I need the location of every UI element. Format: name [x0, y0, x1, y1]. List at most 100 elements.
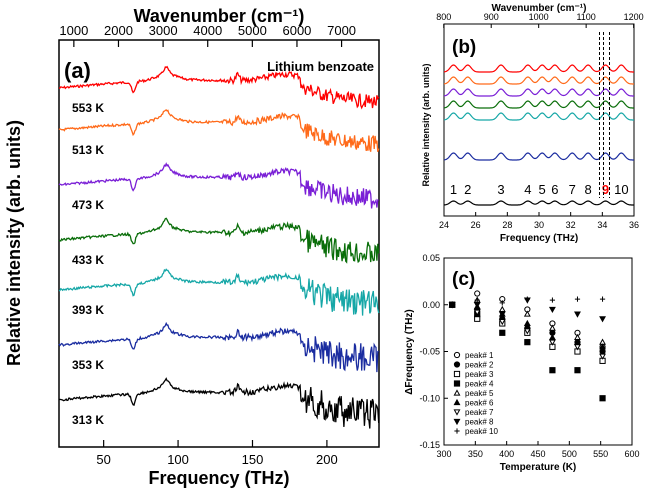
panel-a-title: Lithium benzoate: [267, 59, 374, 74]
panel-b-peak-label: 4: [524, 182, 531, 197]
panel-c-data-point: [548, 333, 556, 341]
panel-c-data-point: [549, 367, 556, 374]
panel-b-peak-label: 1: [450, 182, 457, 197]
panel-c-ytick-label: -0.10: [419, 393, 440, 403]
panel-a-series-label: 513 K: [72, 143, 104, 157]
panel-c-data-point: [574, 338, 581, 345]
panel-c-data-point: [548, 306, 556, 314]
panel-b-series-line: [443, 112, 634, 121]
panel-c-data-point: [524, 339, 531, 346]
panel-c-data-point: [523, 328, 531, 335]
panel-b-series-line: [443, 64, 634, 73]
panel-b-xtick-label: 28: [502, 220, 512, 230]
panel-b-peak-label: 3: [497, 182, 504, 197]
panel-c-data-point: [574, 367, 581, 374]
panel-c-data-point: [449, 302, 455, 308]
panel-b-xtick-label: 30: [534, 220, 544, 230]
panel-a-xtick-label: 100: [167, 452, 189, 467]
panel-c-data-point: [599, 348, 606, 355]
panel-a-series-line: [58, 377, 380, 429]
panel-c-legend-marker: [453, 398, 461, 406]
panel-b-label: (b): [452, 37, 476, 58]
panel-c-data-point: [599, 316, 606, 323]
panel-a-series-label: 433 K: [72, 253, 104, 267]
panel-c-data-point: [549, 297, 556, 303]
panel-a-series-line: [58, 321, 380, 373]
panel-a-series-line: [58, 162, 379, 209]
panel-c-legend-marker: [453, 409, 461, 416]
panel-c-data-point: [574, 311, 581, 318]
panel-c-data-point: [548, 339, 556, 346]
panel-c-legend-marker: [453, 361, 461, 368]
panel-c-data-point: [498, 319, 506, 326]
panel-c-data-point: [498, 311, 506, 318]
panel-a-frame: [58, 39, 380, 448]
panel-c-ytick-label: -0.05: [419, 347, 440, 357]
panel-c-data-point: [574, 296, 581, 302]
panel-c-ytick-label: 0.05: [422, 253, 440, 263]
panel-c-legend-label: peak# 10: [465, 427, 498, 436]
panel-b-top-tick-label: 1100: [576, 12, 595, 22]
panel-b-peak-label: 8: [584, 182, 591, 197]
panel-a-top-axis-label: Wavenumber (cm⁻¹): [134, 6, 305, 26]
panel-a-series-label: 353 K: [72, 358, 104, 372]
panel-a-series-line: [58, 217, 380, 264]
panel-b-series-line: [443, 152, 634, 161]
panel-c-legend-marker: [454, 428, 460, 434]
panel-b-xtick-label: 26: [471, 220, 481, 230]
panel-c-data-point: [599, 353, 606, 360]
panel-b-top-tick-label: 900: [484, 12, 499, 22]
panel-c-data-point: [574, 344, 581, 351]
panel-c-ytick-label: 0.00: [422, 300, 440, 310]
panel-a-series-line: [58, 268, 380, 316]
panel-b-peak-label: 2: [464, 182, 471, 197]
panel-a-top-tick-label: 7000: [327, 23, 356, 38]
panel-a-top-tick-label: 4000: [193, 23, 222, 38]
panel-a-top-tick-label: 6000: [282, 23, 311, 38]
panel-b-top-tick-label: 800: [436, 12, 451, 22]
panel-a-series-label: 553 K: [72, 101, 104, 115]
panel-a-ylabel: Relative intensity (arb. units): [4, 120, 24, 366]
panel-b-xlabel: Frequency (THz): [500, 233, 578, 244]
panel-a-series-label: 313 K: [72, 413, 104, 427]
panel-c-legend-marker: [453, 389, 461, 396]
panel-c-data-point: [474, 297, 480, 303]
panel-c-data-point: [473, 309, 481, 316]
panel-c-xtick-label: 550: [593, 449, 608, 459]
panel-c-xtick-label: 500: [562, 449, 577, 459]
panel-a-series-line: [58, 109, 380, 152]
panel-c-legend-label: peak# 2: [465, 361, 494, 370]
panel-b-peak-label: 7: [569, 182, 576, 197]
panel-c-xtick-label: 350: [468, 449, 483, 459]
panel-a-xtick-label: 200: [316, 452, 338, 467]
panel-c-data-point: [499, 300, 505, 306]
panel-c-legend-label: peak# 1: [465, 351, 494, 360]
panel-a: 553 K 513 K 473 K 433 K 393 K 353 K 313 K 50 10…: [4, 6, 380, 488]
panel-a-top-tick-label: 1000: [59, 23, 88, 38]
panel-c-legend-label: peak# 6: [465, 399, 494, 408]
panel-c-xtick-label: 600: [624, 449, 639, 459]
panel-b-top-axis-label: Wavenumber (cm⁻¹): [492, 3, 587, 14]
panel-c-legend-marker: [453, 351, 461, 359]
panel-c-data-point: [599, 395, 606, 402]
panel-a-xtick-label: 50: [96, 452, 110, 467]
panel-a-xlabel: Frequency (THz): [148, 468, 289, 488]
panel-a-top-tick-label: 2000: [104, 23, 133, 38]
panel-a-series-line: [58, 65, 380, 110]
panel-c-legend-label: peak# 8: [465, 418, 494, 427]
panel-c-label: (c): [452, 269, 475, 290]
panel-b-series-line: [443, 88, 634, 97]
panel-b-peak-label: 6: [551, 182, 558, 197]
panel-c-ylabel: ΔFrequency (THz): [404, 309, 415, 395]
panel-b-top-tick-label: 1000: [529, 12, 549, 22]
panel-c-data-point: [499, 329, 506, 336]
panel-c-legend-label: peak# 7: [465, 408, 494, 417]
panel-c-legend-marker: [453, 380, 461, 387]
panel-c-xtick-label: 400: [499, 449, 514, 459]
panel-a-top-tick-label: 5000: [238, 23, 267, 38]
panel-b-xtick-label: 34: [597, 220, 607, 230]
panel-b-ylabel: Relative intensity (arb. units): [421, 63, 431, 186]
panel-b-xtick-label: 24: [439, 220, 449, 230]
panel-c-legend-label: peak# 5: [465, 389, 494, 398]
